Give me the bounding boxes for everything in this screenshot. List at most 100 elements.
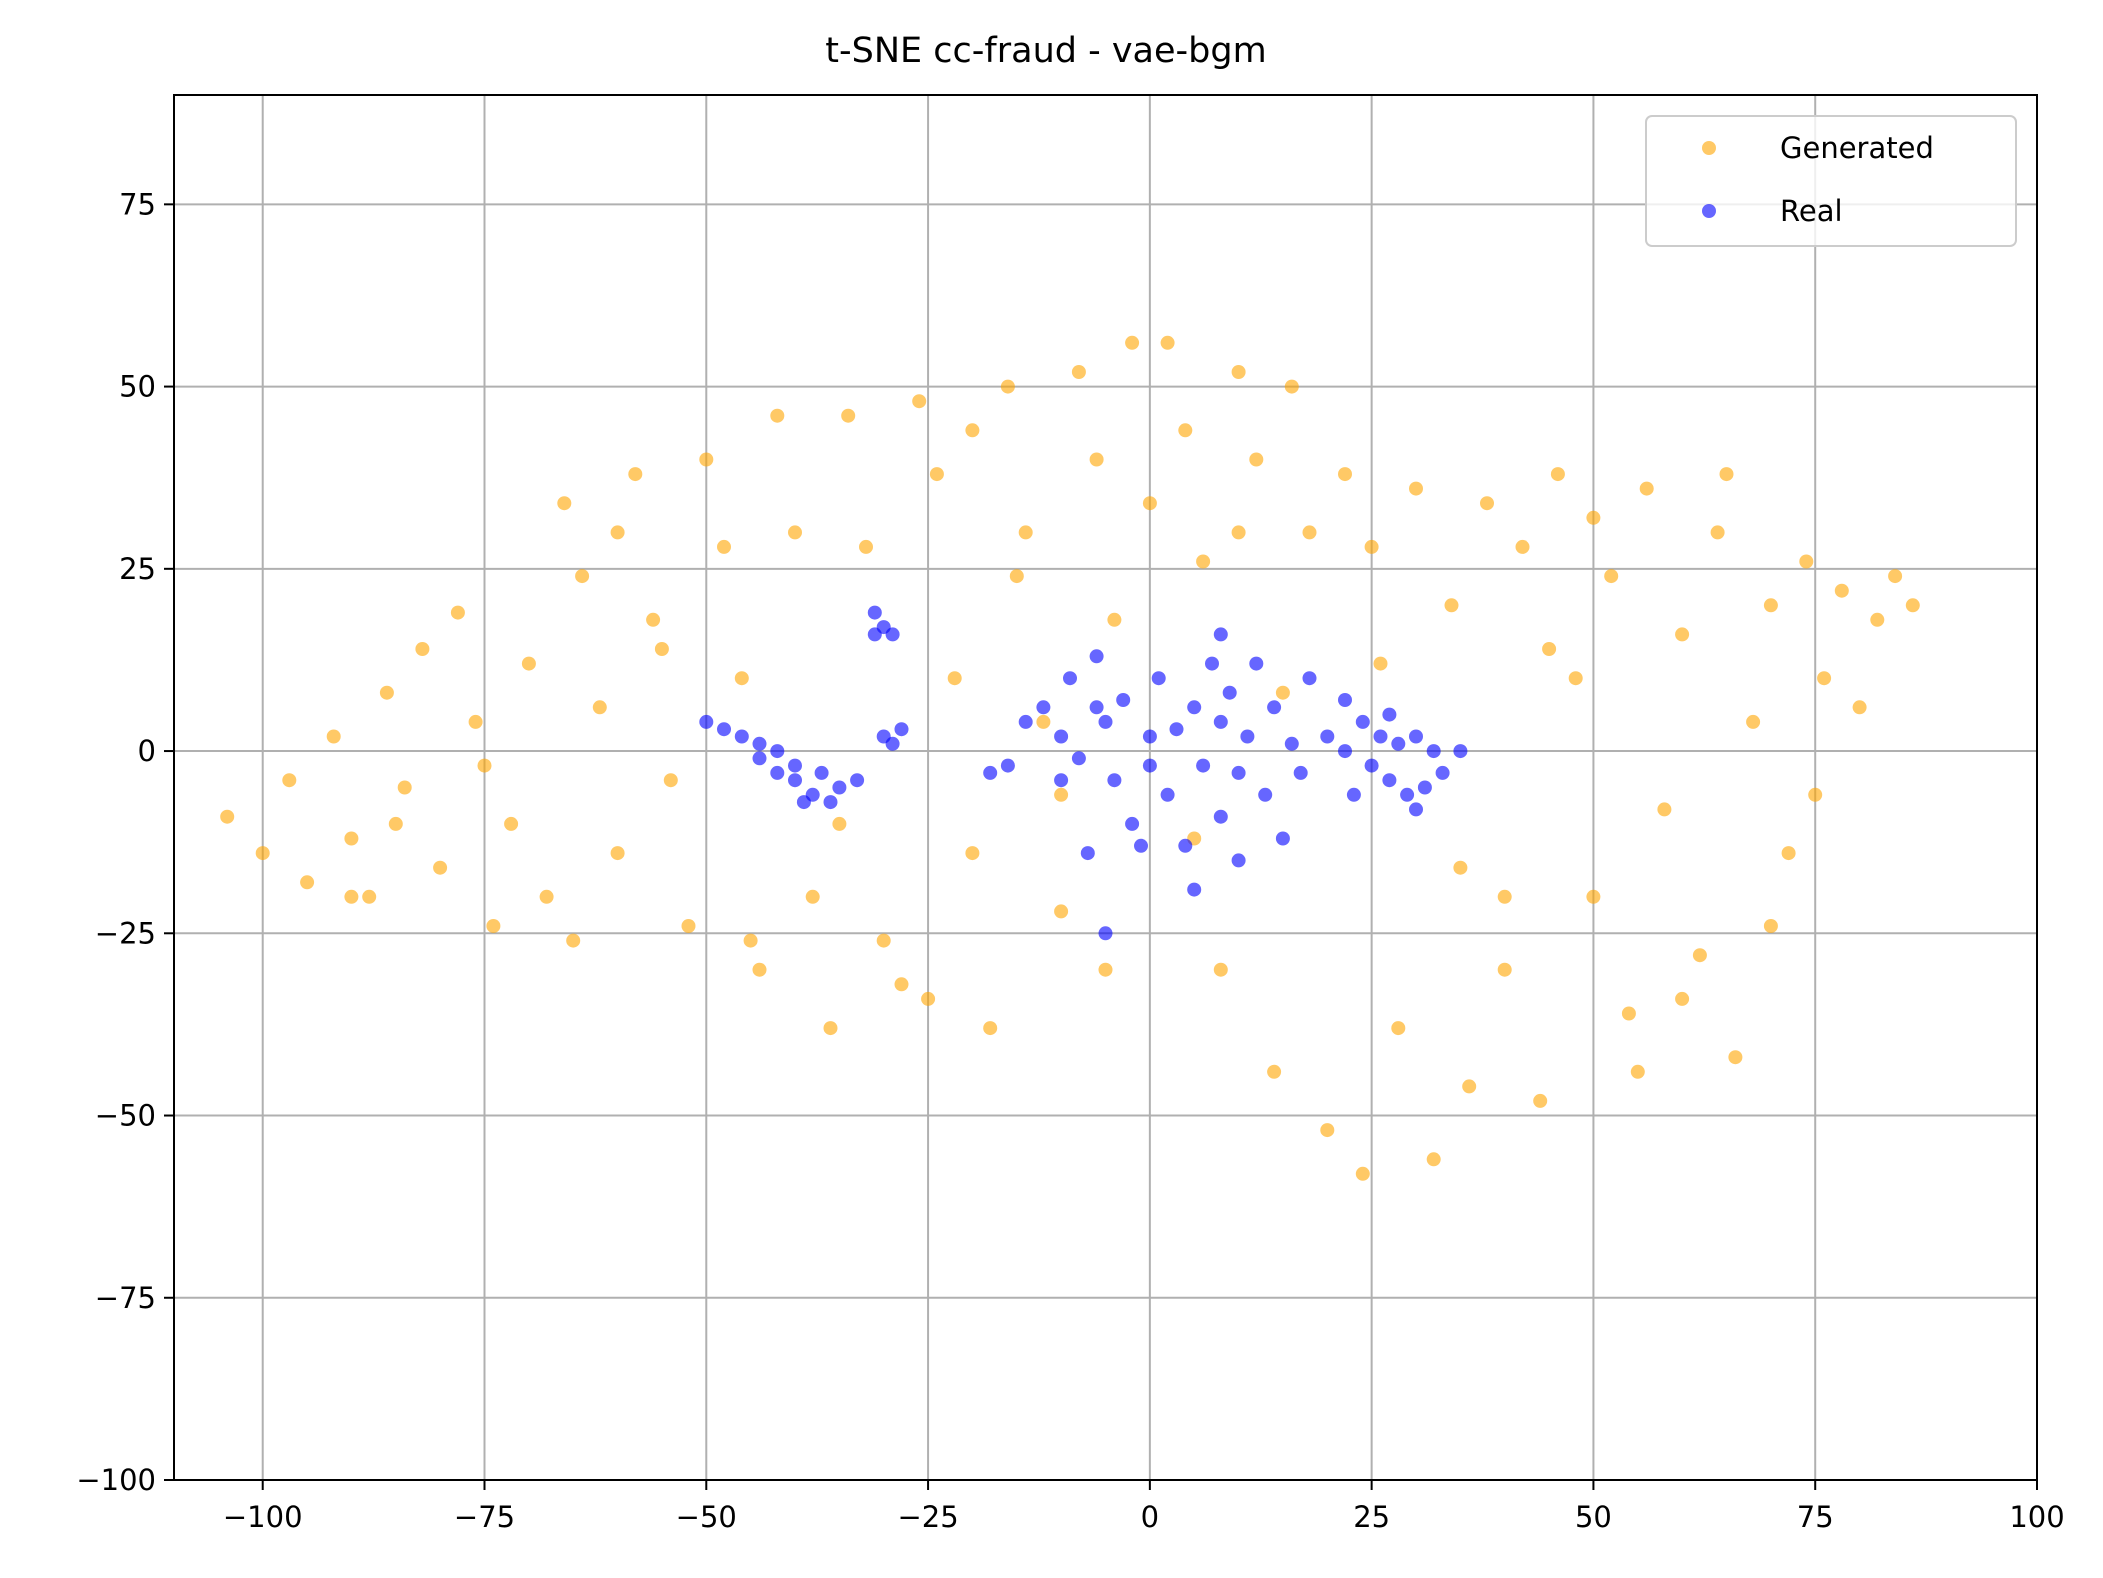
real-point (1036, 700, 1051, 715)
generated-point (1604, 569, 1619, 584)
real-point (1391, 736, 1406, 751)
generated-point (1834, 583, 1849, 598)
generated-point (1639, 481, 1654, 496)
generated-series (220, 335, 1920, 1181)
generated-point (1391, 1021, 1406, 1036)
generated-point (1621, 1006, 1636, 1021)
generated-point (646, 612, 661, 627)
generated-point (1107, 612, 1122, 627)
real-point (1169, 722, 1184, 737)
real-point (1134, 838, 1148, 853)
real-point (717, 722, 731, 737)
real-point (752, 736, 767, 751)
real-point (1231, 853, 1246, 868)
generated-point (1515, 539, 1530, 554)
real-point (1409, 729, 1423, 744)
generated-point (1852, 700, 1867, 715)
real-point (1382, 773, 1397, 788)
real-point (1249, 656, 1264, 671)
x-tick-label: −50 (676, 1500, 737, 1534)
real-point (1320, 729, 1335, 744)
generated-point (1249, 452, 1264, 467)
real-point (1213, 809, 1228, 824)
generated-point (929, 467, 944, 482)
generated-point (1000, 379, 1015, 394)
generated-point (1125, 335, 1140, 350)
generated-point (1098, 962, 1113, 977)
generated-point (1373, 656, 1388, 671)
x-tick-label: 75 (1797, 1500, 1834, 1534)
generated-point (983, 1021, 998, 1036)
generated-point (1267, 1064, 1282, 1079)
generated-point (1497, 962, 1512, 977)
real-series (699, 605, 1468, 941)
real-point (752, 751, 767, 766)
generated-point (1728, 1050, 1743, 1065)
x-tick-label: 100 (2009, 1500, 2064, 1534)
generated-point (379, 685, 394, 700)
real-point (1151, 671, 1166, 686)
generated-point (805, 889, 820, 904)
legend-real-label: Real (1780, 194, 1843, 228)
y-tick-label: 0 (138, 734, 156, 768)
generated-point (1036, 714, 1051, 729)
generated-point (1213, 962, 1228, 977)
generated-point (841, 408, 856, 423)
generated-point (610, 846, 625, 861)
generated-point (1799, 554, 1814, 569)
real-point (1222, 685, 1237, 700)
generated-point (894, 977, 909, 992)
generated-point (1657, 802, 1672, 817)
generated-point (1054, 787, 1069, 802)
generated-point (1746, 714, 1761, 729)
generated-point (1462, 1079, 1477, 1094)
generated-point (1018, 525, 1033, 540)
generated-point (1497, 889, 1512, 904)
generated-point (770, 408, 785, 423)
real-point (1275, 831, 1290, 846)
generated-point (1905, 598, 1920, 613)
generated-point (1763, 919, 1778, 933)
real-point (1125, 816, 1140, 831)
generated-point (1338, 467, 1352, 482)
generated-point (1870, 612, 1885, 627)
generated-point (1781, 846, 1796, 861)
real-point (1142, 729, 1157, 744)
y-tick-label: 25 (119, 552, 156, 586)
y-tick-label: −25 (95, 916, 156, 950)
generated-point (575, 569, 590, 584)
real-point (850, 773, 865, 788)
generated-point (1710, 525, 1725, 540)
real-point (1364, 758, 1379, 773)
generated-point (1533, 1093, 1548, 1108)
generated-point (1320, 1123, 1335, 1138)
generated-point (450, 605, 465, 620)
y-tick-label: −75 (95, 1281, 156, 1315)
real-point (1063, 671, 1077, 686)
generated-point (1355, 1166, 1370, 1181)
generated-point (468, 714, 483, 729)
x-tick-label: −25 (897, 1500, 958, 1534)
generated-point (1675, 627, 1690, 642)
generated-point (344, 831, 359, 846)
real-point (1018, 714, 1033, 729)
generated-point (300, 875, 315, 890)
generated-point (1409, 481, 1423, 496)
generated-point (1426, 1152, 1441, 1167)
real-point (1213, 627, 1228, 642)
generated-point (965, 423, 980, 438)
generated-point (1231, 525, 1246, 540)
generated-point (1054, 904, 1069, 919)
x-axis-ticks: −100 −75 −50 −25 0 25 50 75 100 (223, 1480, 2065, 1534)
generated-point (743, 933, 758, 948)
real-point (770, 744, 785, 759)
generated-point (1586, 510, 1601, 525)
generated-point (1196, 554, 1211, 569)
generated-point (654, 642, 669, 656)
generated-point (1888, 569, 1903, 584)
generated-point (557, 496, 572, 511)
generated-point (628, 467, 643, 482)
real-point (1284, 736, 1299, 751)
generated-point (876, 933, 891, 948)
generated-point (1231, 365, 1246, 379)
